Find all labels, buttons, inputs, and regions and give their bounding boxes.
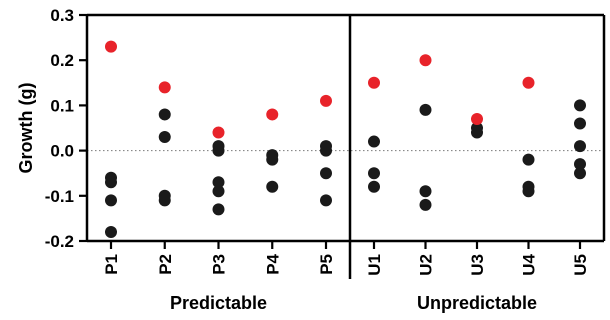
data-point-black [368, 135, 380, 148]
data-point-red [419, 54, 432, 67]
axes [85, 13, 606, 279]
data-point-black [158, 194, 171, 207]
data-point-black [212, 144, 225, 157]
data-point-black [419, 103, 432, 116]
data-point-black [158, 108, 171, 121]
data-point-red [522, 76, 535, 89]
data-point-black [212, 185, 225, 198]
x-category-label: U3 [468, 254, 487, 276]
data-point-black [574, 158, 586, 171]
data-point-black [574, 167, 586, 180]
data-point-black [105, 194, 117, 207]
x-category-label: U1 [365, 254, 384, 276]
y-tick-label: -0.2 [45, 232, 74, 251]
data-point-black [212, 176, 225, 189]
group-label: Predictable [170, 293, 267, 313]
data-point-black [419, 198, 432, 211]
data-point-red [158, 81, 171, 94]
y-axis-title: Growth (g) [16, 83, 36, 174]
x-category-label: P5 [317, 254, 336, 275]
y-tick-label: 0.1 [50, 96, 74, 115]
x-category-label: P2 [156, 254, 175, 275]
x-category-label: P3 [210, 254, 229, 275]
data-point-black [471, 126, 483, 139]
y-tick-label: 0.3 [50, 6, 74, 25]
data-point-black [320, 194, 332, 207]
data-point-black [574, 140, 586, 153]
x-category-label: U5 [571, 254, 590, 276]
data-point-black [212, 203, 225, 216]
y-tick-label: 0.2 [50, 51, 74, 70]
data-point-black [368, 167, 380, 180]
data-point-red [471, 112, 483, 125]
group-label: Unpredictable [417, 293, 537, 313]
x-category-label: U4 [520, 253, 539, 275]
data-point-black [105, 225, 117, 238]
x-category-label: P4 [263, 253, 282, 274]
data-point-black [419, 185, 432, 198]
data-point-black [266, 153, 279, 166]
data-point-black [574, 99, 586, 112]
data-point-red [320, 94, 332, 107]
data-point-black [574, 117, 586, 130]
y-tick-label: -0.1 [45, 187, 74, 206]
data-points [105, 40, 586, 238]
data-point-black [158, 131, 171, 144]
x-category-label: P1 [102, 254, 121, 275]
x-category-label: U2 [417, 254, 436, 276]
y-tick-label: 0.0 [50, 142, 74, 161]
data-point-black [522, 185, 535, 198]
labels: -0.2 -0.1 0.0 0.1 0.2 0.3 P1 P2 P3 P4 P5 Predictabl… [45, 6, 590, 313]
ticks [79, 13, 582, 249]
data-point-black [320, 144, 332, 157]
data-point-red [266, 108, 279, 121]
data-point-black [522, 153, 535, 166]
data-point-black [105, 176, 117, 189]
data-point-black [320, 167, 332, 180]
data-point-red [212, 126, 225, 139]
data-point-black [266, 180, 279, 193]
data-point-red [368, 76, 380, 89]
data-point-black [368, 180, 380, 193]
data-point-red [105, 40, 117, 53]
